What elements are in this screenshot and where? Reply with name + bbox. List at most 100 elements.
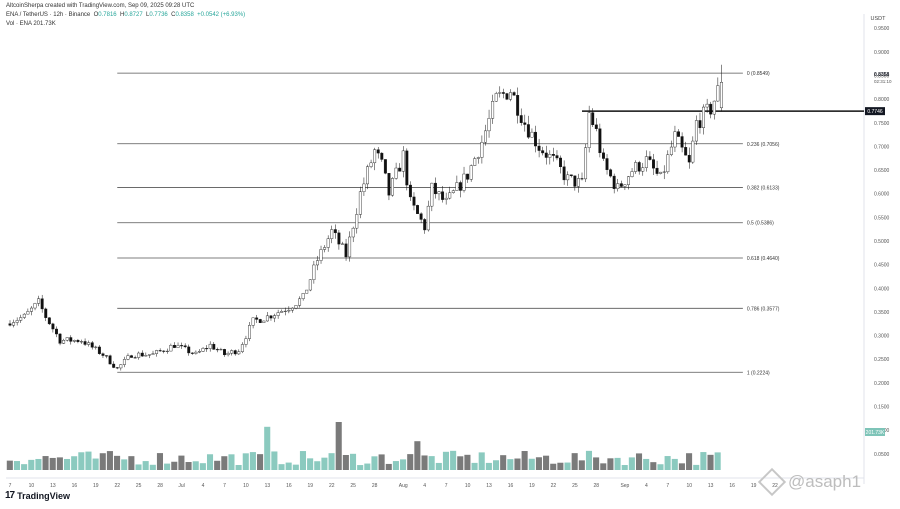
candle-body: [130, 355, 134, 358]
candle-body: [401, 150, 405, 172]
tradingview-logo[interactable]: 17 TradingView: [5, 490, 70, 501]
fib-level-label: 0.236 (0.7056): [747, 142, 780, 148]
candle-body: [523, 122, 527, 125]
x-tick-label: 16: [72, 483, 78, 489]
y-tick-label: 0.0500: [874, 452, 890, 458]
volume-bar: [99, 453, 106, 470]
candle-body: [155, 350, 159, 354]
candle-body: [126, 355, 130, 360]
y-tick-label: 0.8000: [874, 97, 890, 103]
volume-bar: [142, 461, 149, 470]
candle-body: [562, 166, 566, 181]
volume-bar: [385, 463, 392, 470]
volume-bar: [6, 460, 13, 470]
volume-bar: [314, 461, 321, 470]
candle-body: [276, 312, 280, 316]
volume-bar: [299, 451, 307, 470]
candle-body: [151, 353, 155, 355]
x-tick-label: 19: [308, 483, 314, 489]
volume-bar: [21, 464, 28, 470]
candle-body: [591, 112, 595, 126]
candle-body: [287, 309, 291, 312]
x-tick-label: 13: [265, 483, 271, 489]
candle-body: [398, 167, 402, 172]
volume-bar: [643, 458, 650, 470]
volume-bar: [164, 463, 171, 470]
candle-body: [344, 243, 348, 258]
candle-body: [12, 322, 16, 326]
candle-body: [694, 120, 698, 142]
x-tick-label: 4: [202, 483, 205, 489]
candle-body: [641, 167, 645, 172]
volume-bar: [614, 457, 621, 470]
candle-body: [65, 337, 69, 341]
candle-body: [469, 165, 473, 180]
candle-body: [623, 184, 627, 187]
ohlc-high: 0.8727: [124, 12, 143, 18]
candle-body: [162, 350, 166, 352]
candle-body: [165, 350, 169, 352]
candle-body: [144, 355, 148, 357]
volume-bar: [321, 457, 328, 470]
volume-bar: [471, 462, 478, 470]
candle-body: [262, 320, 266, 323]
y-tick-label: 0.5500: [874, 215, 890, 221]
candle-body: [205, 348, 209, 350]
candle-body: [140, 352, 144, 357]
volume-bar: [657, 464, 664, 470]
volume-bar: [400, 459, 407, 470]
candle-body: [662, 171, 666, 173]
volume-bar: [106, 451, 113, 470]
symbol-line: ENA / TetherUS · 12h · Binance O0.7816 H…: [6, 11, 245, 20]
candle-body: [180, 345, 184, 347]
volume-bar: [378, 454, 385, 470]
volume-bar: [92, 458, 99, 470]
y-tick-label: 0.8500: [874, 73, 890, 79]
volume-bar: [371, 456, 378, 470]
candle-body: [612, 175, 616, 189]
y-tick-label: 0.9000: [874, 50, 890, 56]
candle-body: [473, 158, 477, 166]
volume-bar: [135, 464, 142, 470]
volume-bar: [63, 458, 71, 470]
candle-body: [315, 260, 319, 266]
volume-bar: [149, 464, 156, 470]
candle-body: [512, 92, 516, 96]
candle-body: [176, 345, 180, 348]
candle-body: [598, 128, 602, 154]
x-tick-label: 25: [572, 483, 578, 489]
volume-bar: [56, 457, 63, 470]
volume-bar: [535, 457, 542, 470]
candle-body: [627, 176, 630, 185]
tradingview-logo-icon: 17: [5, 490, 15, 501]
candle-body: [455, 182, 459, 191]
candle-body: [265, 315, 269, 322]
y-tick-label: 0.6000: [874, 192, 890, 198]
y-tick-label: 0.4000: [874, 286, 890, 292]
candle-body: [601, 152, 605, 159]
candle-body: [698, 120, 702, 128]
volume-bar: [435, 462, 442, 470]
volume-bar: [128, 456, 135, 470]
candle-body: [90, 342, 94, 348]
volume-line: Vol · ENA 201.73K: [6, 21, 56, 27]
candle-body: [705, 103, 709, 108]
candle-body: [108, 355, 112, 365]
watermark: @asaph1: [757, 467, 862, 497]
candle-body: [534, 131, 537, 147]
x-tick-label: 13: [486, 483, 492, 489]
volume-bar: [71, 456, 78, 470]
volume-bar: [221, 456, 228, 470]
candle-body: [555, 155, 559, 159]
volume-bar: [392, 461, 399, 470]
symbol-name[interactable]: ENA / TetherUS · 12h · Binance: [6, 12, 91, 18]
last-price-label: 0.8358: [874, 72, 890, 78]
x-tick-label: 16: [508, 483, 514, 489]
candle-body: [351, 227, 355, 238]
watermark-text: @asaph1: [788, 472, 862, 491]
candle-body: [308, 279, 312, 291]
volume-bar: [450, 450, 457, 470]
candle-body: [19, 317, 23, 321]
volume-bar: [678, 463, 685, 470]
